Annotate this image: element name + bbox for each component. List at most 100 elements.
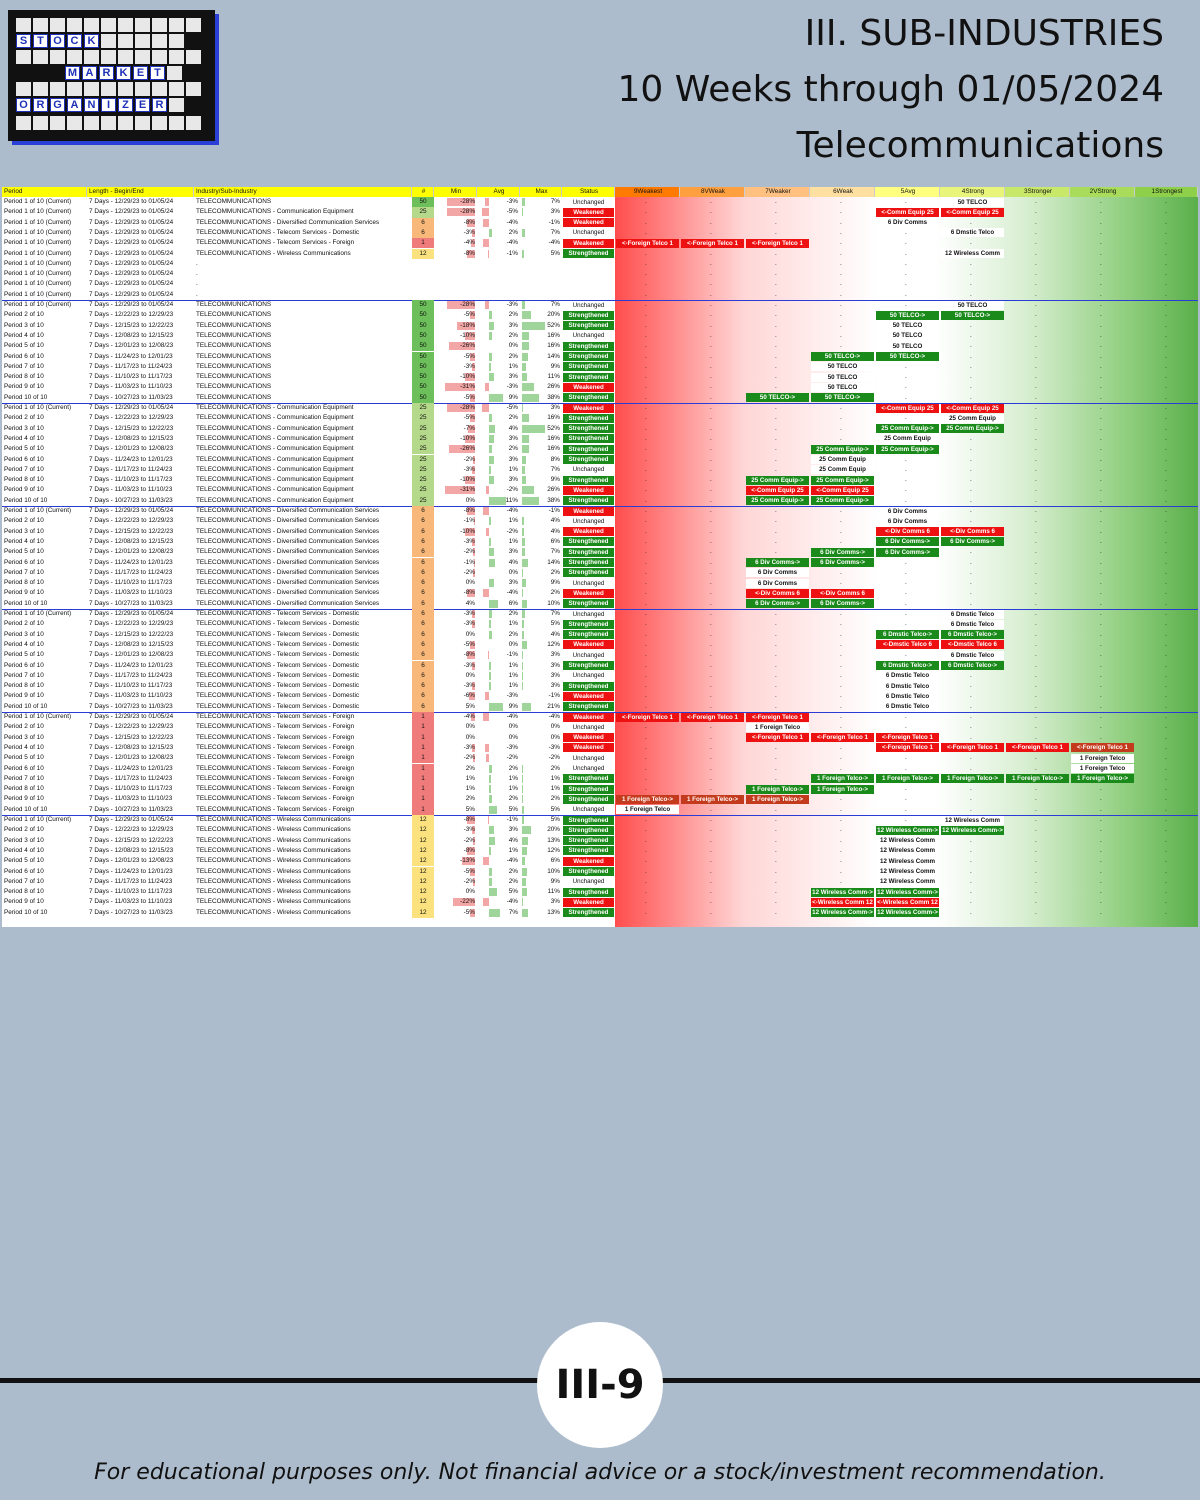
min-cell: -5%	[463, 393, 475, 401]
column-header[interactable]: 5Avg	[875, 187, 940, 197]
column-header[interactable]: 3Stronger	[1005, 187, 1070, 197]
column-header[interactable]: Avg	[477, 187, 520, 197]
column-header[interactable]: 1Strongest	[1135, 187, 1198, 197]
strength-tag: <-Foreign Telco 1	[681, 712, 744, 722]
max-bar	[522, 610, 526, 618]
column-header[interactable]: Max	[520, 187, 562, 197]
empty-strength-cell: .	[1165, 208, 1167, 216]
period-cell: Period 1 of 10 (Current)	[4, 290, 72, 298]
avg-cell: 2%	[508, 610, 518, 617]
empty-strength-cell: .	[1035, 548, 1037, 556]
period-cell: Period 4 of 10	[4, 434, 44, 442]
empty-strength-cell: .	[775, 455, 777, 463]
empty-strength-cell: .	[970, 548, 972, 556]
column-header[interactable]: #	[412, 187, 434, 197]
empty-strength-cell: .	[775, 620, 777, 628]
industry-cell: TELECOMMUNICATIONS - Wireless Communicat…	[196, 846, 351, 854]
min-cell: 1%	[465, 785, 475, 793]
empty-strength-cell: .	[970, 805, 972, 813]
empty-strength-cell: .	[970, 754, 972, 762]
count-cell: 6	[412, 670, 434, 682]
avg-cell: 2%	[508, 795, 518, 803]
empty-strength-cell: .	[1100, 702, 1102, 710]
industry-cell: TELECOMMUNICATIONS - Communication Equip…	[196, 465, 354, 473]
column-header[interactable]: Period	[2, 187, 87, 197]
status-badge: Unchanged	[572, 765, 605, 772]
column-header[interactable]: 4Strong	[940, 187, 1005, 197]
status-badge: Strengthened	[563, 310, 614, 320]
min-bar	[472, 826, 475, 835]
empty-strength-cell: .	[710, 208, 712, 216]
status-badge: Strengthened	[563, 372, 614, 382]
empty-strength-cell: .	[1165, 321, 1167, 329]
industry-cell: TELECOMMUNICATIONS - Communication Equip…	[196, 404, 354, 411]
empty-strength-cell: .	[710, 846, 712, 854]
empty-strength-cell: .	[1165, 733, 1167, 741]
avg-cell: 4%	[508, 836, 518, 844]
length-cell: 7 Days - 12/15/23 to 12/22/23	[89, 424, 174, 432]
min-cell: -1%	[463, 517, 475, 525]
table-row: Period 1 of 10 (Current) 7 Days - 12/29/2…	[2, 269, 1198, 279]
column-header[interactable]: Min	[434, 187, 477, 197]
industry-cell: TELECOMMUNICATIONS - Wireless Communicat…	[196, 908, 351, 916]
length-cell: 7 Days - 12/29/23 to 01/05/24	[89, 713, 174, 720]
empty-strength-cell: .	[710, 476, 712, 484]
length-cell: 7 Days - 11/24/23 to 12/01/23	[89, 558, 173, 566]
empty-strength-cell: .	[645, 908, 647, 916]
avg-cell: 2%	[508, 630, 518, 638]
max-cell: 0%	[550, 723, 560, 731]
column-header[interactable]: 2VStrong	[1070, 187, 1135, 197]
period-cell: Period 1 of 10 (Current)	[4, 507, 72, 514]
column-header[interactable]: Length - Begin/End	[87, 187, 194, 197]
min-cell: -10%	[460, 434, 475, 442]
empty-strength-cell: .	[645, 867, 647, 875]
period-cell: Period 2 of 10	[4, 620, 44, 628]
column-header[interactable]: 6Weak	[810, 187, 875, 197]
empty-strength-cell: .	[710, 331, 712, 339]
min-cell: -26%	[460, 445, 475, 453]
length-cell: 7 Days - 11/10/23 to 11/17/23	[89, 682, 173, 690]
table-row: Period 8 of 10 7 Days - 11/10/23 to 11/17…	[2, 784, 1198, 795]
empty-strength-cell: .	[710, 311, 712, 319]
min-cell: -22%	[460, 898, 475, 906]
column-header[interactable]: Status	[562, 187, 615, 197]
count-cell: 6	[412, 701, 434, 712]
empty-strength-cell: .	[710, 671, 712, 679]
table-row: Period 7 of 10 7 Days - 11/17/23 to 11/24…	[2, 670, 1198, 682]
empty-strength-cell: .	[1035, 610, 1037, 617]
empty-strength-cell: .	[905, 589, 907, 597]
strength-tag: <-Foreign Telco 1	[1071, 743, 1134, 753]
strength-tag: 50 TELCO->	[811, 352, 874, 361]
table-row: Period 8 of 10 7 Days - 11/10/23 to 11/17…	[2, 475, 1198, 486]
avg-bar	[489, 496, 506, 505]
logo-letter: N	[84, 98, 99, 112]
empty-strength-cell: .	[645, 342, 647, 350]
strength-tag: 50 TELCO->	[876, 310, 939, 320]
column-header[interactable]: 7Weaker	[745, 187, 810, 197]
empty-strength-cell: .	[645, 579, 647, 587]
empty-strength-cell: .	[970, 259, 972, 267]
industry-cell: TELECOMMUNICATIONS - Communication Equip…	[196, 486, 354, 494]
empty-strength-cell: .	[1165, 249, 1167, 257]
empty-strength-cell: .	[970, 702, 972, 710]
period-cell: Period 10 of 10	[4, 393, 48, 401]
empty-strength-cell: .	[1035, 558, 1037, 566]
empty-strength-cell: .	[710, 517, 712, 525]
logo-filler-cell	[16, 18, 31, 32]
period-cell: Period 7 of 10	[4, 568, 44, 576]
empty-strength-cell: .	[645, 877, 647, 885]
period-cell: Period 7 of 10	[4, 774, 44, 782]
industry-cell: TELECOMMUNICATIONS - Communication Equip…	[196, 414, 354, 422]
empty-strength-cell: .	[1035, 836, 1037, 844]
min-cell	[436, 269, 475, 279]
empty-strength-cell: .	[710, 507, 712, 514]
industry-cell: TELECOMMUNICATIONS - Telecom Services - …	[196, 805, 355, 813]
column-header[interactable]: 8VWeak	[680, 187, 745, 197]
column-header[interactable]: 9Weakest	[615, 187, 680, 197]
max-cell: 14%	[547, 352, 560, 360]
empty-strength-cell: .	[1100, 671, 1102, 679]
column-header[interactable]: Industry/Sub-Industry	[194, 187, 412, 197]
strength-tag: 25 Comm Equip	[941, 413, 1004, 423]
logo-filler-cell	[118, 34, 133, 48]
logo-letter: K	[116, 66, 131, 80]
